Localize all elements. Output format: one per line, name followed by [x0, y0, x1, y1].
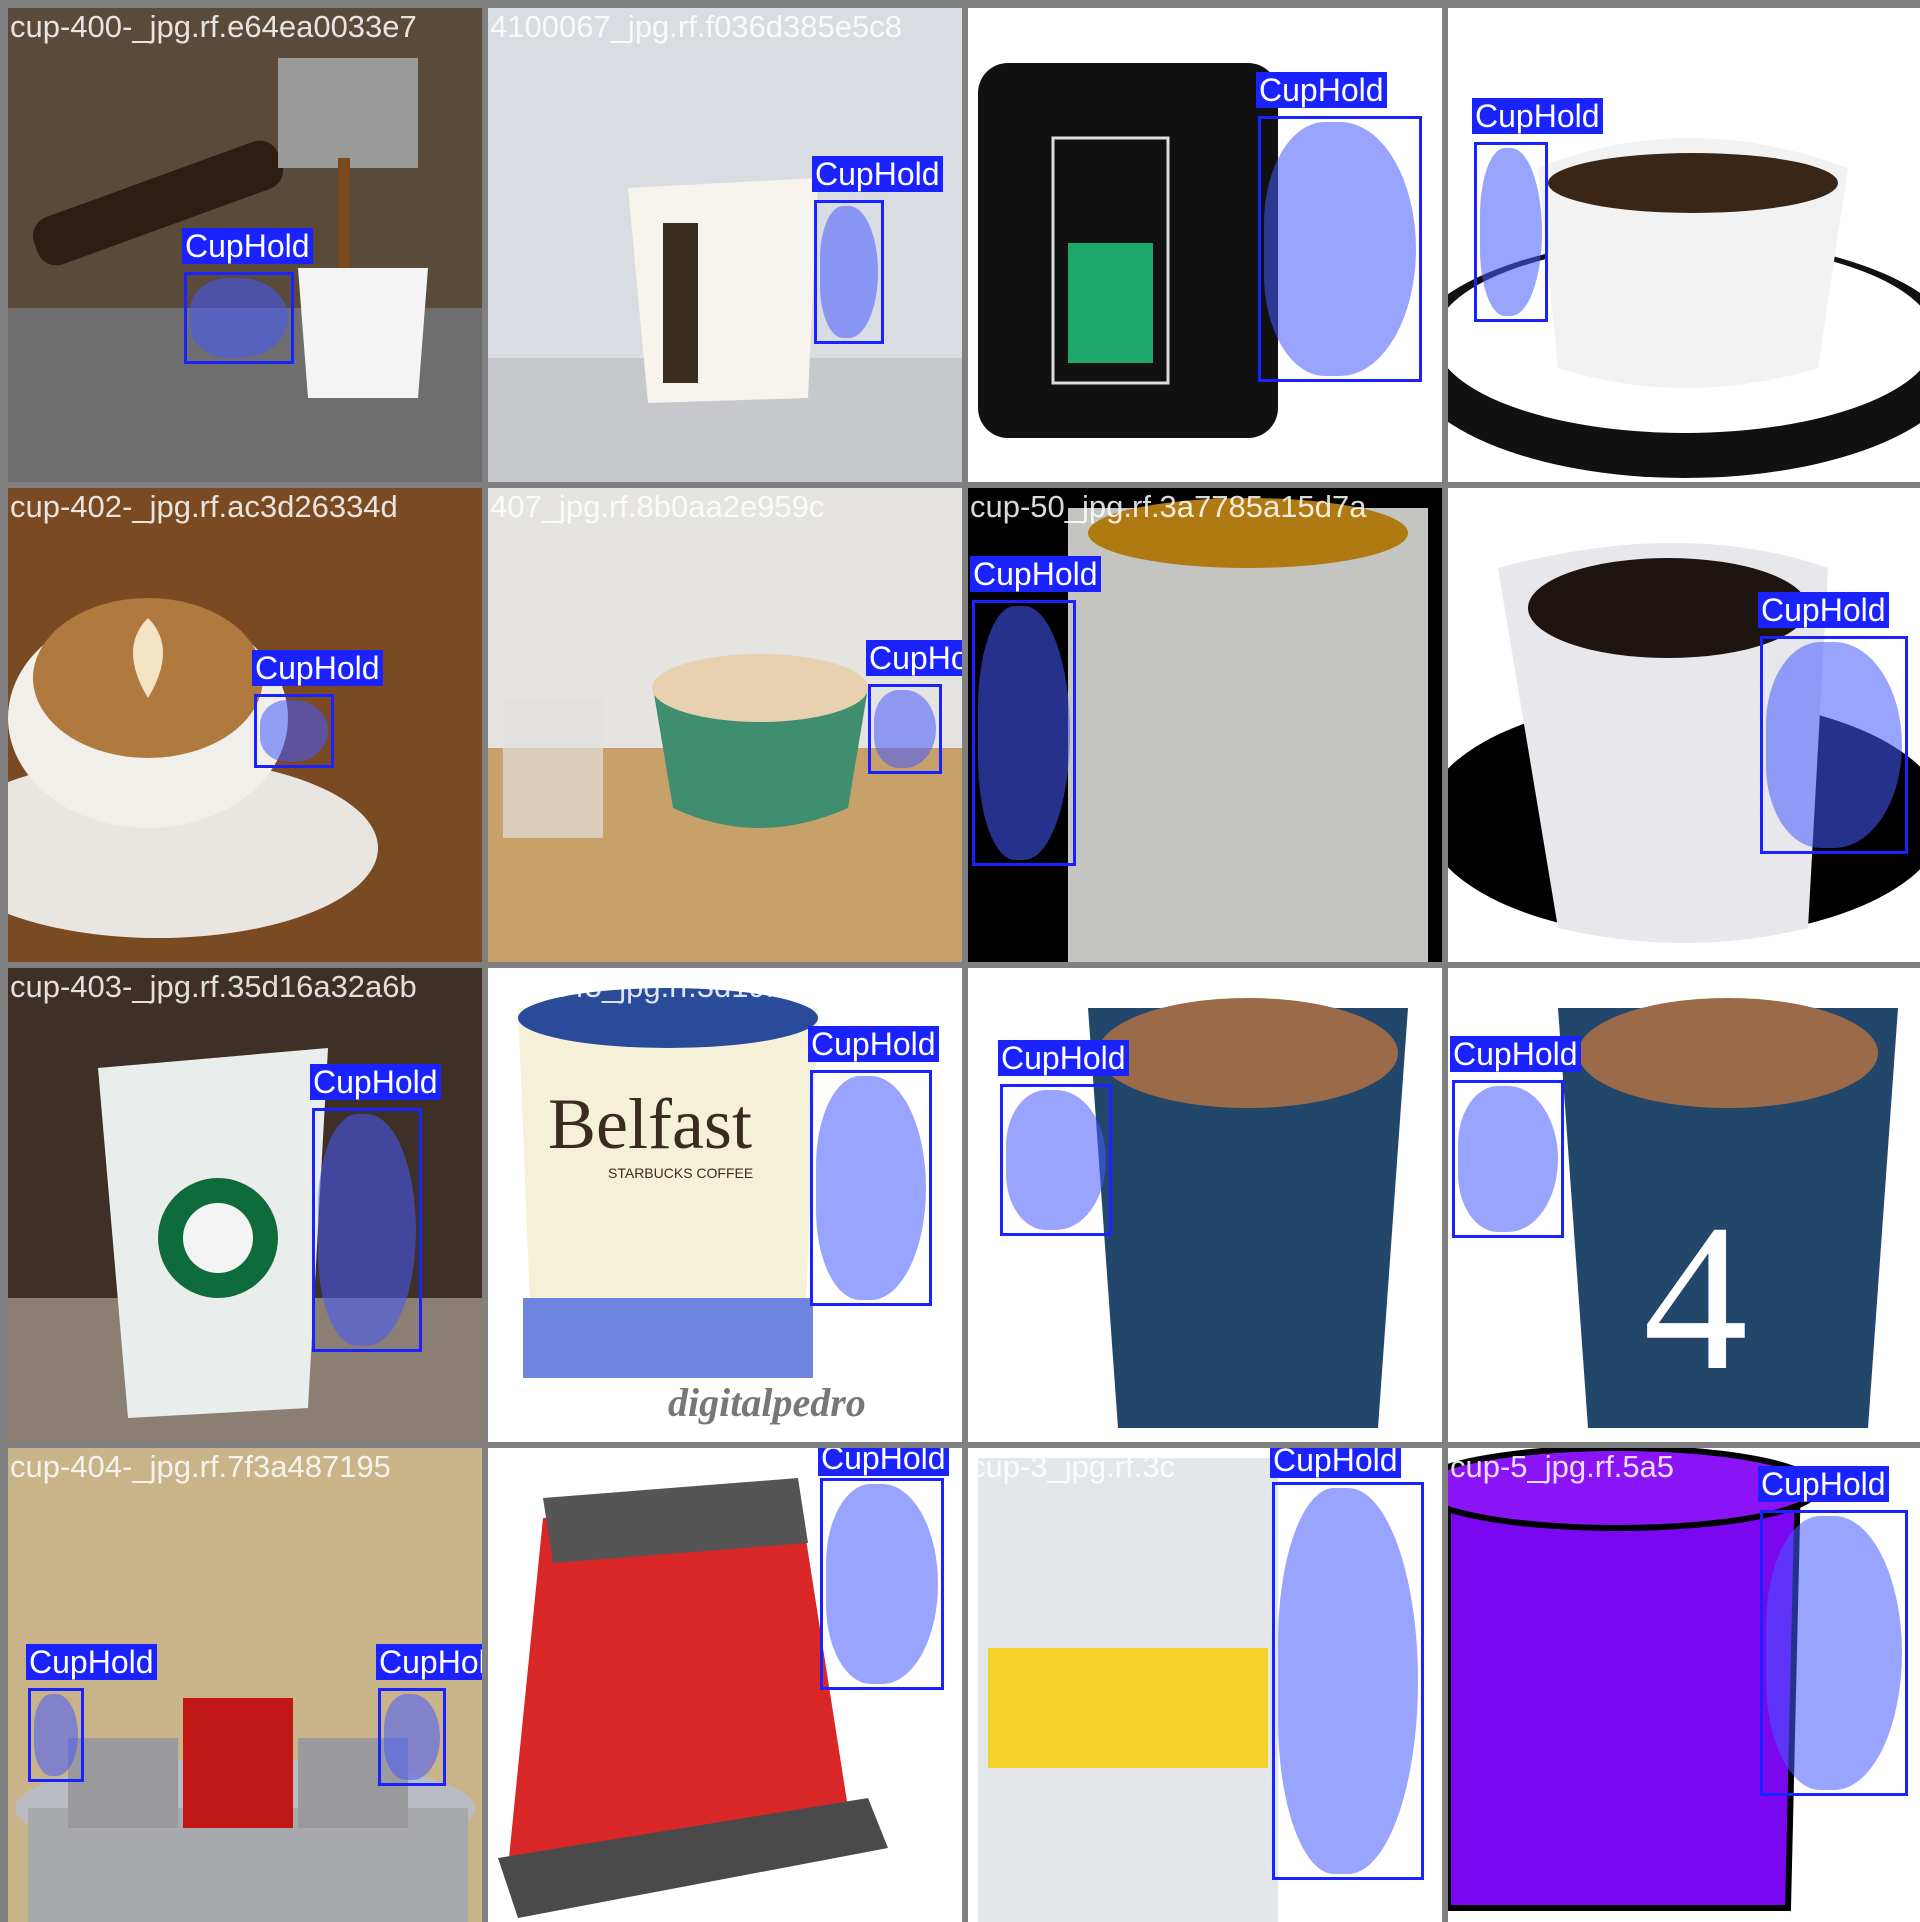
detection-label: CupHold — [1270, 1448, 1401, 1478]
image-tile: 02154-_jpg.rf.4f92a32f3a9de9 CupHold — [968, 8, 1442, 482]
image-tile: cup-425_jpg.rf.57456dc854 CupHold — [1448, 488, 1920, 962]
belfast-mug-photo: Belfast STARBUCKS COFFEE digitalpedro — [488, 968, 962, 1442]
detection-label: CupHold — [1450, 1036, 1581, 1072]
white-cup-photo — [488, 8, 962, 482]
mug-text: Belfast — [548, 1084, 752, 1164]
image-tile: Belfast STARBUCKS COFFEE digitalpedro cu… — [488, 968, 962, 1442]
image-tile: cup-403-_jpg.rf.35d16a32a6b CupHold — [8, 968, 482, 1442]
dalek-mug-photo — [488, 1448, 962, 1922]
image-tile: 407_jpg.rf.8b0aa2e959c CupHold — [488, 488, 962, 962]
image-tile: 4100067_jpg.rf.f036d385e5c8 CupHold — [488, 8, 962, 482]
number-mug-photo: 4 — [1448, 968, 1920, 1442]
image-tile: cup-424_jpg.rf.bc55dc75e4 CupHold — [1448, 8, 1920, 482]
latte-art-photo — [8, 488, 482, 962]
detection-label: CupHold — [818, 1448, 949, 1476]
image-tile: cup-404-_jpg.rf.7f3a487195 CupHold CupHo… — [8, 1448, 482, 1922]
detection-label: CupHold — [1472, 98, 1603, 134]
detection-label: CupHold — [812, 156, 943, 192]
image-tile: cup-4_jpg.rf.0eb6 CupHold — [488, 1448, 962, 1922]
detection-label: CupHold — [866, 640, 962, 676]
coffee-machine-photo — [8, 8, 482, 482]
detection-label: CupHold — [252, 650, 383, 686]
detection-label: CupHold — [26, 1644, 157, 1680]
image-tile: cup-3_jpg.rf.4b49bc98bd0e CupHold — [968, 968, 1442, 1442]
watermark: digitalpedro — [668, 1380, 866, 1425]
three-cups-photo — [8, 1448, 482, 1922]
image-tile: 4 cup-35_jpg.rf.926ae945c0 CupHold — [1448, 968, 1920, 1442]
detection-label: CupHold — [970, 556, 1101, 592]
detection-label: CupHold — [1758, 592, 1889, 628]
mug-subtext: STARBUCKS COFFEE — [608, 1165, 753, 1181]
detection-label: CupHold — [808, 1026, 939, 1062]
detection-label: CupHold — [376, 1644, 482, 1680]
detection-label: CupHold — [310, 1064, 441, 1100]
image-tile: cup-50_jpg.rf.3a7785a15d7a CupHold — [968, 488, 1442, 962]
detection-label: CupHold — [1758, 1466, 1889, 1502]
image-tile: cup-400-_jpg.rf.e64ea0033e7 CupHold — [8, 8, 482, 482]
detection-label: CupHold — [182, 228, 313, 264]
image-tile: cup-5_jpg.rf.5a5 CupHold — [1448, 1448, 1920, 1922]
mug-number: 4 — [1643, 1182, 1748, 1414]
image-tile: cup-3_jpg.rf.3c CupHold — [968, 1448, 1442, 1922]
image-tile: cup-402-_jpg.rf.ac3d26334d CupHold — [8, 488, 482, 962]
detection-label: CupHold — [998, 1040, 1129, 1076]
detection-label: CupHold — [1256, 72, 1387, 108]
